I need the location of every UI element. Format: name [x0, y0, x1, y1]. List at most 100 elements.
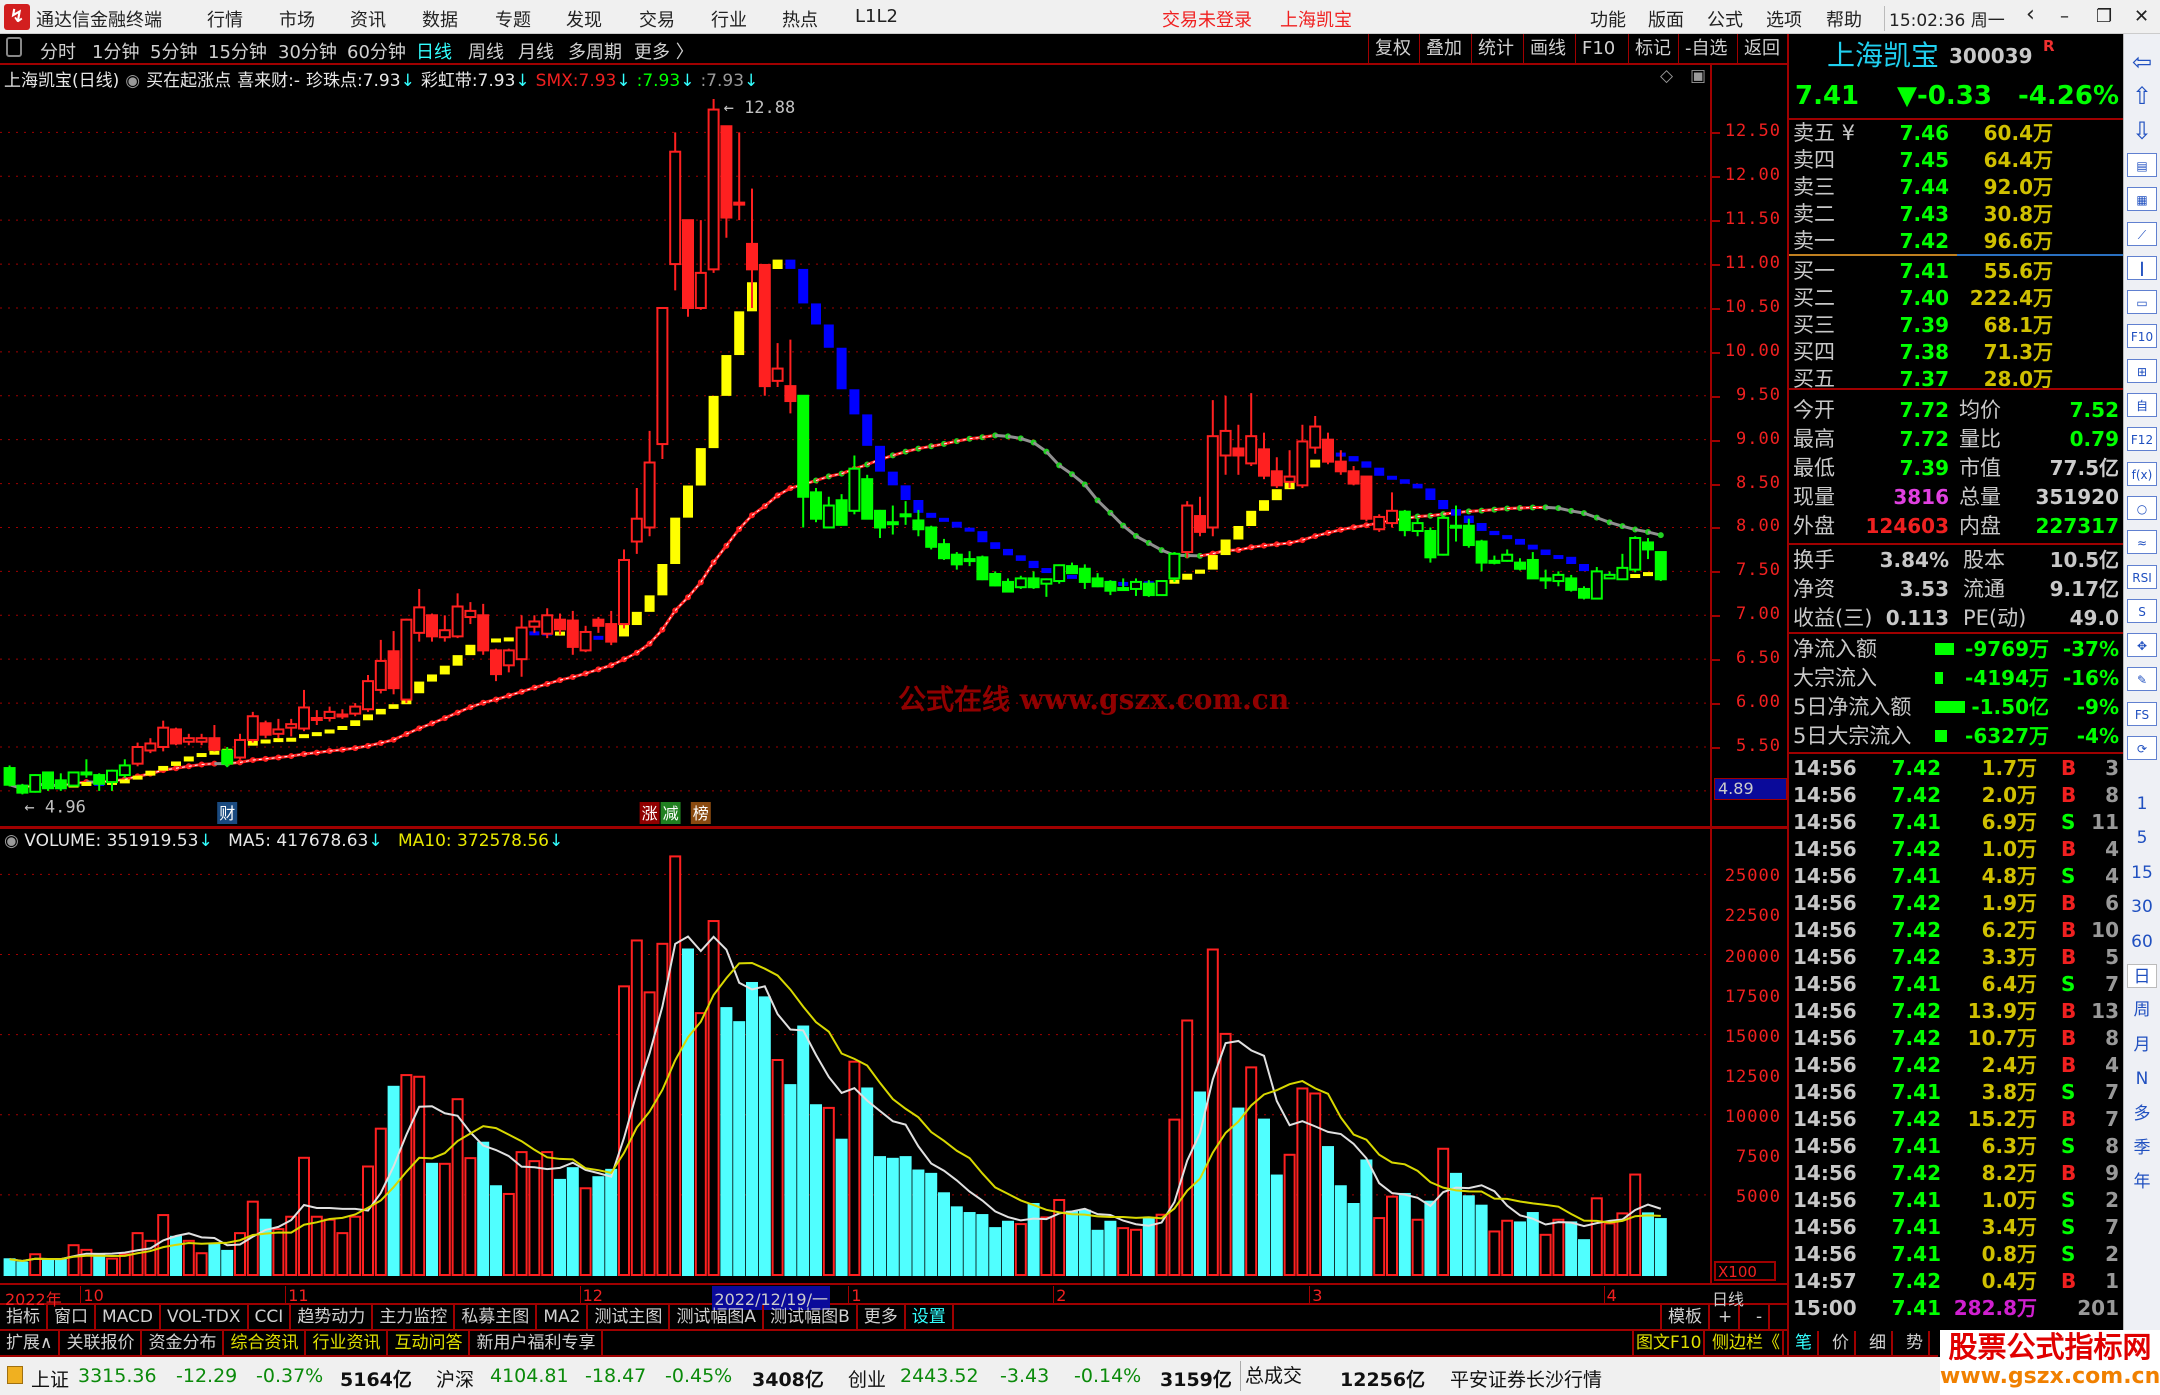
wave-icon[interactable]: ≈: [2127, 530, 2157, 555]
tab-ma2[interactable]: MA2: [537, 1305, 589, 1329]
menu-shichang[interactable]: 市场: [279, 10, 315, 31]
volume-dropdown-icon[interactable]: ◉: [4, 831, 19, 851]
tab-vol-tdx[interactable]: VOL-TDX: [161, 1305, 249, 1329]
ask-row[interactable]: 卖三 7.44 92.0万: [1793, 174, 2119, 201]
menu-redian[interactable]: 热点: [782, 10, 818, 31]
side-period-11[interactable]: 年: [2133, 1172, 2151, 1193]
period-monthly[interactable]: 月线: [518, 42, 554, 63]
period-more[interactable]: 更多 〉: [634, 42, 694, 63]
menu-hangqing[interactable]: 行情: [207, 10, 243, 31]
menu-shuju[interactable]: 数据: [422, 10, 458, 31]
panel-toggle-icon[interactable]: [6, 37, 22, 57]
side-period-9[interactable]: 多: [2133, 1103, 2151, 1124]
tab-main-monitor[interactable]: 主力监控: [373, 1305, 456, 1329]
circle-icon[interactable]: ○: [2127, 495, 2157, 520]
f10-graphic-button[interactable]: 图文F10: [1632, 1331, 1706, 1355]
tab-private-main[interactable]: 私募主图: [455, 1305, 538, 1329]
bid-row[interactable]: 买五 7.37 28.0万: [1793, 366, 2119, 393]
quote-list-icon[interactable]: ▤: [2127, 152, 2157, 177]
template-button[interactable]: 模板: [1660, 1305, 1710, 1329]
side-period-10[interactable]: 季: [2133, 1138, 2151, 1158]
tab-ticks[interactable]: 笔: [1790, 1331, 1819, 1355]
up-arrow-icon[interactable]: ⇧: [2131, 82, 2153, 111]
sh-name[interactable]: 上证: [31, 1369, 70, 1391]
market-icon[interactable]: [7, 1366, 23, 1384]
formula-name[interactable]: 买在起涨点: [146, 71, 232, 91]
sidebar-toggle-button[interactable]: 侧边栏《: [1710, 1331, 1784, 1355]
period-weekly[interactable]: 周线: [468, 42, 504, 63]
period-fenshi[interactable]: 分时: [40, 42, 76, 63]
grid-list-icon[interactable]: ▦: [2127, 187, 2157, 212]
hs-name[interactable]: 沪深: [436, 1369, 475, 1391]
zoom-in-button[interactable]: +: [1712, 1305, 1741, 1329]
self-select-icon[interactable]: 自: [2127, 393, 2157, 417]
side-period-0[interactable]: 1: [2136, 794, 2148, 814]
bid-row[interactable]: 买四 7.38 71.3万: [1793, 339, 2119, 366]
tab-qa[interactable]: 互动问答: [388, 1331, 471, 1355]
bid-row[interactable]: 买三 7.39 68.1万: [1793, 312, 2119, 339]
down-arrow-icon[interactable]: ⇩: [2131, 116, 2153, 145]
menu-gongshi[interactable]: 公式: [1707, 10, 1743, 31]
diamond-icon[interactable]: ◇: [1660, 66, 1674, 86]
tree-icon[interactable]: ⊞: [2127, 358, 2157, 383]
side-period-2[interactable]: 15: [2131, 862, 2153, 883]
rsi-icon[interactable]: RSI: [2127, 564, 2157, 589]
ask-row[interactable]: 卖二 7.43 30.8万: [1793, 201, 2119, 228]
menu-xuanxiang[interactable]: 选项: [1766, 10, 1802, 31]
mark-button[interactable]: 标记: [1628, 34, 1677, 63]
period-15min[interactable]: 15分钟: [208, 42, 267, 63]
menu-zixun[interactable]: 资讯: [350, 10, 386, 31]
tab-test-b[interactable]: 测试幅图B: [764, 1305, 858, 1329]
move-icon[interactable]: ✥: [2127, 633, 2157, 658]
candle-chart-icon[interactable]: ┃: [2127, 255, 2157, 280]
menu-l1l2[interactable]: L1L2: [855, 6, 898, 27]
side-period-1[interactable]: 5: [2136, 828, 2148, 849]
fs-icon[interactable]: FS: [2127, 701, 2157, 726]
bid-row[interactable]: 买二 7.40 222.4万: [1793, 285, 2119, 312]
return-button[interactable]: 返回: [1737, 34, 1786, 63]
period-60min[interactable]: 60分钟: [347, 42, 406, 63]
menu-faxian[interactable]: 发现: [566, 10, 602, 31]
minimize-icon[interactable]: –: [2060, 6, 2069, 27]
back-nav-icon[interactable]: ‹: [2026, 2, 2035, 27]
tab-trend[interactable]: 趋势动力: [291, 1305, 374, 1329]
side-period-8[interactable]: N: [2135, 1069, 2149, 1090]
tab-detail[interactable]: 细: [1864, 1331, 1893, 1355]
kline-chart[interactable]: ← 12.88 ← 4.96 财 涨减榜: [0, 0, 1710, 1283]
period-daily[interactable]: 日线: [416, 42, 452, 63]
formula-dropdown-icon[interactable]: ◉: [125, 71, 141, 91]
zoom-out-button[interactable]: -: [1750, 1305, 1771, 1329]
line-chart-icon[interactable]: ⟋: [2127, 221, 2157, 246]
tab-more[interactable]: 更多: [858, 1305, 906, 1329]
tab-test-main[interactable]: 测试主图: [588, 1305, 671, 1329]
back-arrow-icon[interactable]: ⇦: [2131, 48, 2153, 76]
menu-gongneng[interactable]: 功能: [1590, 10, 1626, 31]
refresh-icon[interactable]: ⟳: [2127, 736, 2157, 760]
menu-banmian[interactable]: 版面: [1648, 10, 1684, 31]
menu-jiaoyi[interactable]: 交易: [639, 10, 675, 31]
side-period-6[interactable]: 周: [2133, 1000, 2151, 1021]
tab-new-user[interactable]: 新用户福利专享: [470, 1331, 604, 1355]
side-period-7[interactable]: 月: [2133, 1034, 2151, 1055]
side-period-3[interactable]: 30: [2131, 897, 2153, 918]
menu-bangzhu[interactable]: 帮助: [1826, 10, 1862, 31]
tab-related-quotes[interactable]: 关联报价: [60, 1331, 143, 1355]
f10-icon[interactable]: F10: [2127, 324, 2157, 349]
pencil-icon[interactable]: ✎: [2127, 667, 2157, 692]
tab-fund-dist[interactable]: 资金分布: [142, 1331, 225, 1355]
period-5min[interactable]: 5分钟: [150, 42, 198, 63]
s-logo-icon[interactable]: S: [2127, 598, 2157, 623]
menu-hangye[interactable]: 行业: [711, 10, 747, 31]
tab-trend-mini[interactable]: 势: [1901, 1331, 1930, 1355]
tab-window[interactable]: 窗口: [48, 1305, 96, 1329]
tab-settings[interactable]: 设置: [906, 1305, 954, 1329]
tab-zhibiao[interactable]: 指标: [0, 1305, 48, 1329]
f12-icon[interactable]: F12: [2127, 427, 2157, 452]
period-1min[interactable]: 1分钟: [92, 42, 140, 63]
period-30min[interactable]: 30分钟: [278, 42, 337, 63]
tab-macd[interactable]: MACD: [96, 1305, 161, 1329]
ask-row[interactable]: 卖一 7.42 96.6万: [1793, 228, 2119, 255]
stats-button[interactable]: 统计: [1471, 34, 1520, 63]
side-period-4[interactable]: 60: [2131, 931, 2153, 952]
restore-icon[interactable]: ❐: [2096, 6, 2113, 27]
